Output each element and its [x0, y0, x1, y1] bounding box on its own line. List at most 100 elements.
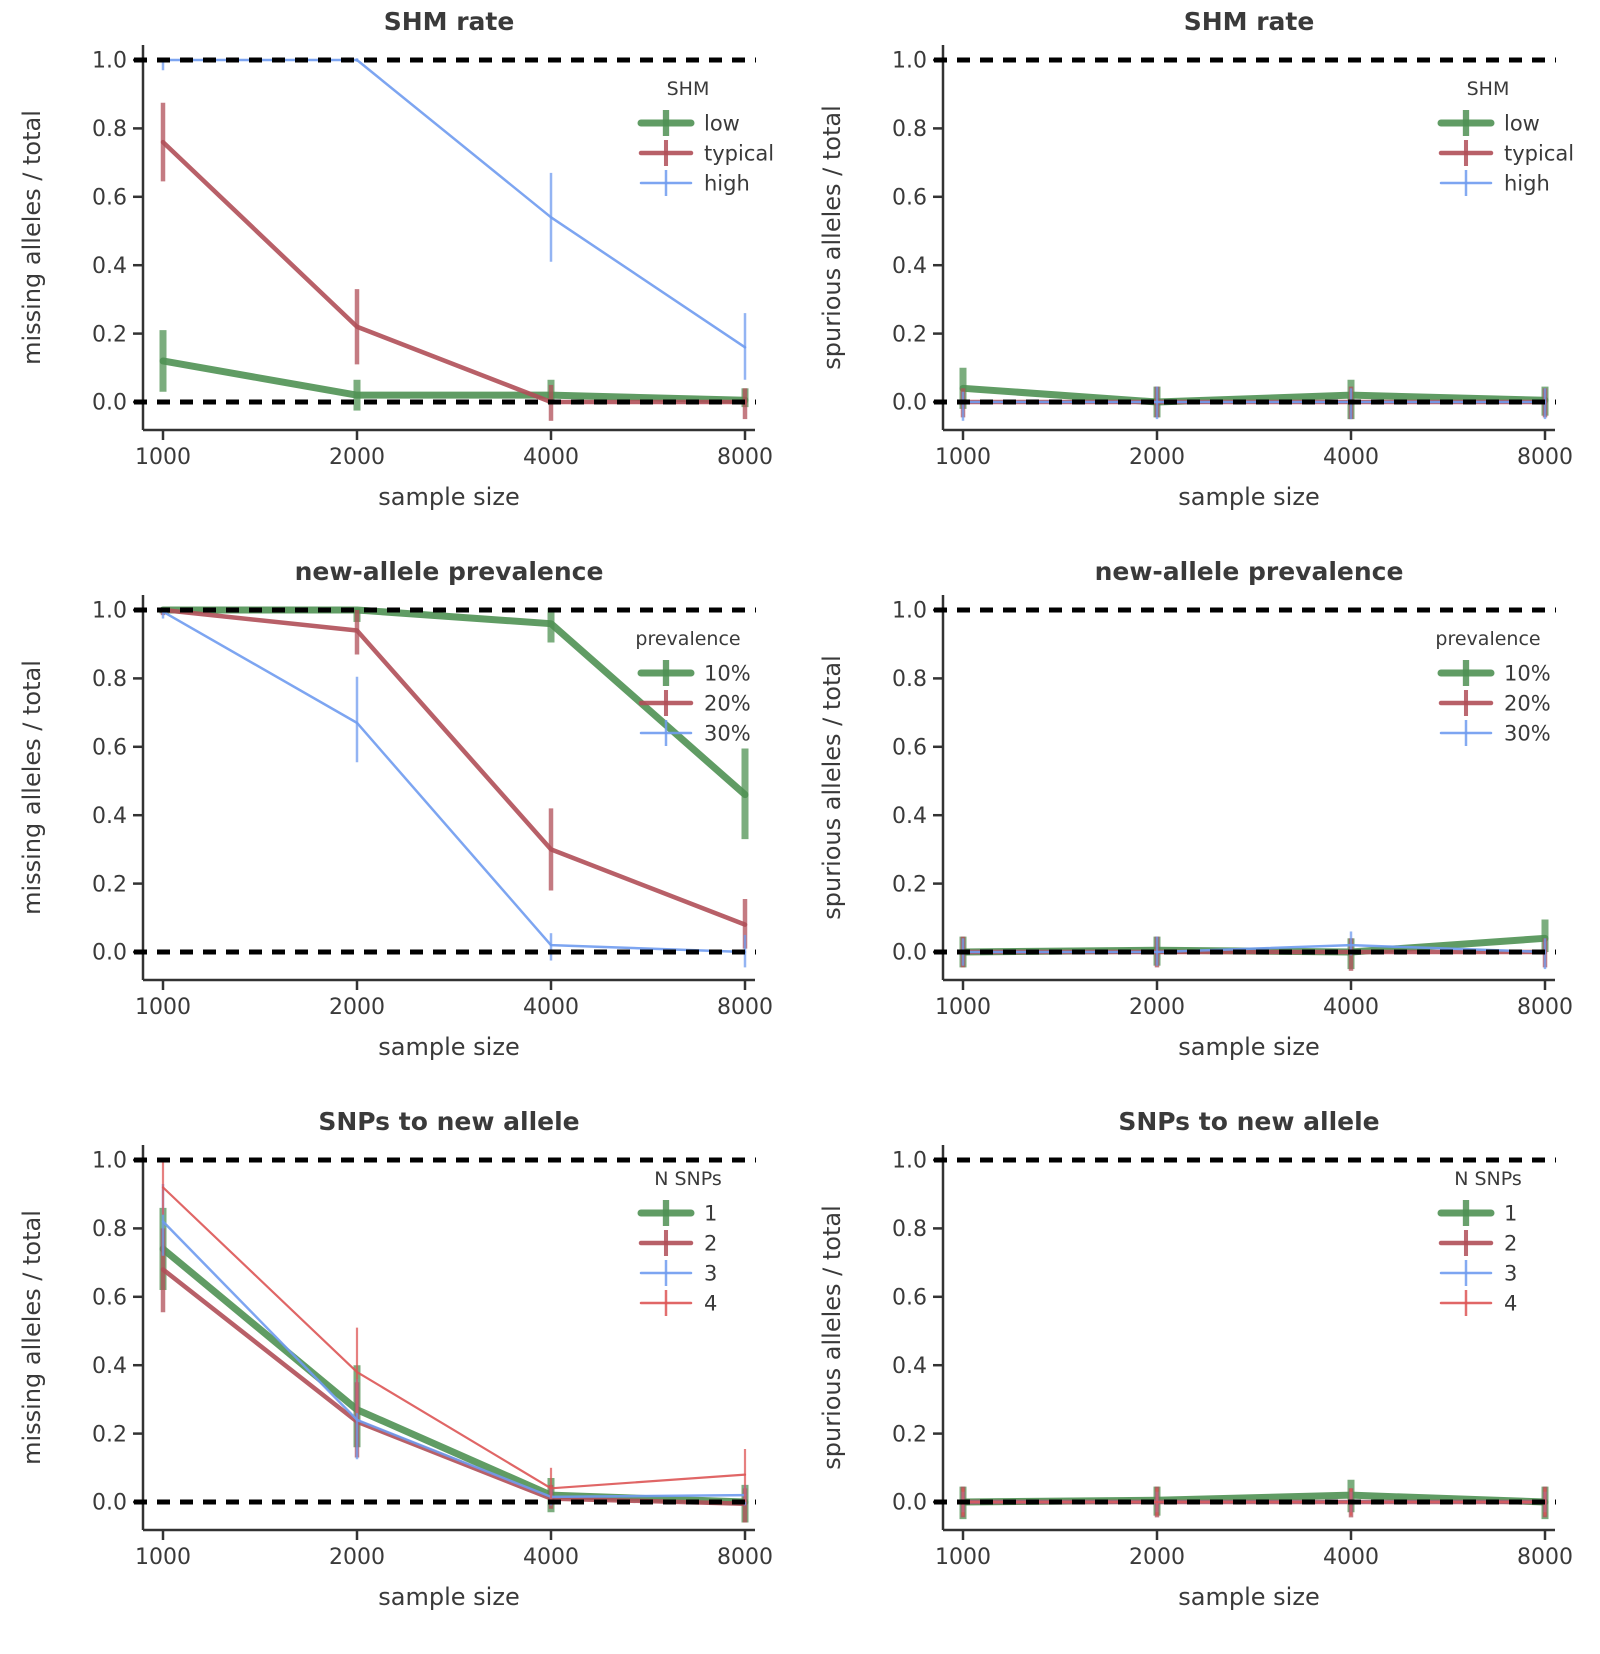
- legend-label: 30%: [704, 721, 751, 745]
- x-tick-label: 8000: [1517, 445, 1573, 470]
- x-tick-label: 4000: [523, 445, 579, 470]
- legend-label: 20%: [704, 691, 751, 715]
- y-tick-label: 0.6: [892, 1286, 927, 1311]
- y-tick-label: 1.0: [892, 49, 927, 74]
- series-low: [159, 330, 749, 411]
- y-tick-label: 0.8: [892, 1217, 927, 1242]
- legend-title: N SNPs: [1454, 1168, 1522, 1190]
- y-tick-label: 0.0: [92, 1491, 127, 1516]
- x-tick-label: 1000: [935, 445, 991, 470]
- x-tick-label: 8000: [717, 995, 773, 1020]
- panel-title: SHM rate: [1184, 7, 1315, 36]
- x-tick-label: 8000: [717, 1545, 773, 1570]
- legend-title: SHM: [667, 78, 710, 100]
- panel-prevalence-spurious: 0.0 0.2 0.4 0.6 0.8 1.0 1000 2000 4000 8000 sample…: [800, 550, 1600, 1100]
- panel-snps-missing: 0.0 0.2 0.4 0.6 0.8 1.0 1000 2000 4000 8000 sample…: [0, 1100, 800, 1650]
- legend-label: typical: [1504, 141, 1574, 165]
- y-axis-label: missing alleles / total: [18, 110, 46, 365]
- series-line-3: [161, 1220, 747, 1499]
- panel-shm-rate-missing: 0.0 0.2 0.4 0.6 0.8 1.0 1000 2000 4000 8000 sample…: [0, 0, 800, 550]
- panel-title: new-allele prevalence: [295, 557, 604, 586]
- x-tick-label: 1000: [935, 995, 991, 1020]
- legend: prevalence 10% 20% 30%: [1435, 628, 1551, 746]
- series-1: [159, 1207, 749, 1523]
- y-tick-label: 0.0: [892, 1491, 927, 1516]
- x-tick-label: 4000: [1323, 1545, 1379, 1570]
- y-tick-label: 0.4: [92, 254, 127, 279]
- x-tick-label: 1000: [135, 1545, 191, 1570]
- legend: SHM low typical high: [637, 78, 774, 196]
- y-axis-label: spurious alleles / total: [818, 1205, 846, 1469]
- series-line-typical: [160, 139, 748, 405]
- panel-prevalence-missing: 0.0 0.2 0.4 0.6 0.8 1.0 1000 2000 4000 8000 sample…: [0, 550, 800, 1100]
- chart-shm-rate-spurious: 0.0 0.2 0.4 0.6 0.8 1.0 1000 2000 4000 8000 sample…: [818, 7, 1574, 511]
- series-3: [161, 1183, 747, 1506]
- series-low: [959, 367, 1549, 420]
- series-line-30%: [161, 610, 747, 954]
- y-tick-label: 0.8: [92, 1217, 127, 1242]
- legend-label: 2: [1504, 1231, 1517, 1255]
- series-20%: [160, 607, 748, 949]
- panel-title: SHM rate: [384, 7, 515, 36]
- x-tick-label: 4000: [1323, 995, 1379, 1020]
- legend-label: 30%: [1504, 721, 1551, 745]
- y-tick-label: 0.2: [892, 322, 927, 347]
- legend-label: high: [1504, 171, 1550, 195]
- x-axis-label: sample size: [1178, 1033, 1319, 1061]
- y-tick-label: 0.0: [892, 941, 927, 966]
- y-tick-label: 0.6: [892, 186, 927, 211]
- x-tick-label: 4000: [523, 995, 579, 1020]
- y-axis-label: missing alleles / total: [18, 660, 46, 915]
- y-tick-label: 0.2: [92, 872, 127, 897]
- series-line-20%: [160, 607, 748, 927]
- x-axis-label: sample size: [378, 1583, 519, 1611]
- y-tick-label: 0.2: [92, 1422, 127, 1447]
- legend-label: 10%: [1504, 661, 1551, 685]
- legend-label: 4: [1504, 1291, 1517, 1315]
- legend-label: 1: [704, 1201, 717, 1225]
- chart-prevalence-missing: 0.0 0.2 0.4 0.6 0.8 1.0 1000 2000 4000 8000 sample…: [18, 557, 773, 1061]
- y-tick-label: 0.8: [892, 667, 927, 692]
- x-tick-label: 1000: [935, 1545, 991, 1570]
- y-tick-label: 0.6: [92, 1286, 127, 1311]
- panel-snps-spurious: 0.0 0.2 0.4 0.6 0.8 1.0 1000 2000 4000 8000 sample…: [800, 1100, 1600, 1650]
- y-tick-label: 0.0: [892, 391, 927, 416]
- y-tick-label: 0.2: [892, 1422, 927, 1447]
- y-tick-label: 1.0: [92, 49, 127, 74]
- y-tick-label: 0.2: [92, 322, 127, 347]
- series-4: [161, 1160, 747, 1502]
- series-line-high: [161, 58, 747, 349]
- series-30%: [161, 610, 747, 968]
- y-axis-label: missing alleles / total: [18, 1210, 46, 1465]
- legend: prevalence 10% 20% 30%: [635, 628, 751, 746]
- series-line-1: [159, 1245, 749, 1506]
- y-tick-label: 0.8: [92, 667, 127, 692]
- x-tick-label: 8000: [1517, 1545, 1573, 1570]
- y-tick-label: 1.0: [92, 1149, 127, 1174]
- series-line-4: [161, 1186, 747, 1490]
- legend: N SNPs 1 2 3 4: [637, 1168, 722, 1316]
- y-tick-label: 0.4: [892, 804, 927, 829]
- y-tick-label: 1.0: [92, 599, 127, 624]
- legend-label: 2: [704, 1231, 717, 1255]
- legend-label: 20%: [1504, 691, 1551, 715]
- legend-label: 4: [704, 1291, 717, 1315]
- series-line-2: [160, 1267, 748, 1506]
- chart-prevalence-spurious: 0.0 0.2 0.4 0.6 0.8 1.0 1000 2000 4000 8000 sample…: [818, 557, 1573, 1061]
- legend: N SNPs 1 2 3 4: [1437, 1168, 1522, 1316]
- panel-shm-rate-spurious: 0.0 0.2 0.4 0.6 0.8 1.0 1000 2000 4000 8000 sample…: [800, 0, 1600, 550]
- x-tick-label: 4000: [523, 1545, 579, 1570]
- legend-label: typical: [704, 141, 774, 165]
- x-axis-label: sample size: [1178, 1583, 1319, 1611]
- y-tick-label: 1.0: [892, 1149, 927, 1174]
- y-axis-label: spurious alleles / total: [818, 105, 846, 369]
- series-1: [959, 1479, 1549, 1520]
- y-tick-label: 0.6: [92, 736, 127, 761]
- y-tick-label: 0.6: [892, 736, 927, 761]
- series-line-low: [959, 384, 1549, 406]
- x-tick-label: 4000: [1323, 445, 1379, 470]
- x-tick-label: 1000: [135, 995, 191, 1020]
- legend-label: 10%: [704, 661, 751, 685]
- x-axis-label: sample size: [378, 1033, 519, 1061]
